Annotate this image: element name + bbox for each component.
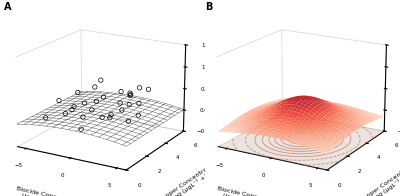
X-axis label: Biocide Concentration
(log (μgL⁻¹ +0.1)): Biocide Concentration (log (μgL⁻¹ +0.1)): [14, 186, 85, 196]
Y-axis label: Copper Concentration
(log (μgL⁻¹ +1)): Copper Concentration (log (μgL⁻¹ +1)): [359, 159, 400, 196]
Text: A: A: [4, 2, 12, 12]
X-axis label: Biocide Concentration
(log (μgL⁻¹ +0.1)): Biocide Concentration (log (μgL⁻¹ +0.1)): [215, 186, 286, 196]
Y-axis label: Copper Concentration
(log (μgL⁻¹ +1)): Copper Concentration (log (μgL⁻¹ +1)): [158, 159, 222, 196]
Text: B: B: [205, 2, 212, 12]
